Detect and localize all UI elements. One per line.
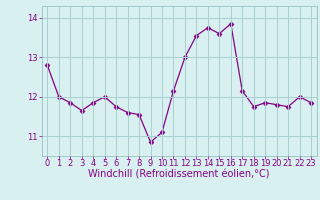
X-axis label: Windchill (Refroidissement éolien,°C): Windchill (Refroidissement éolien,°C): [88, 169, 270, 179]
